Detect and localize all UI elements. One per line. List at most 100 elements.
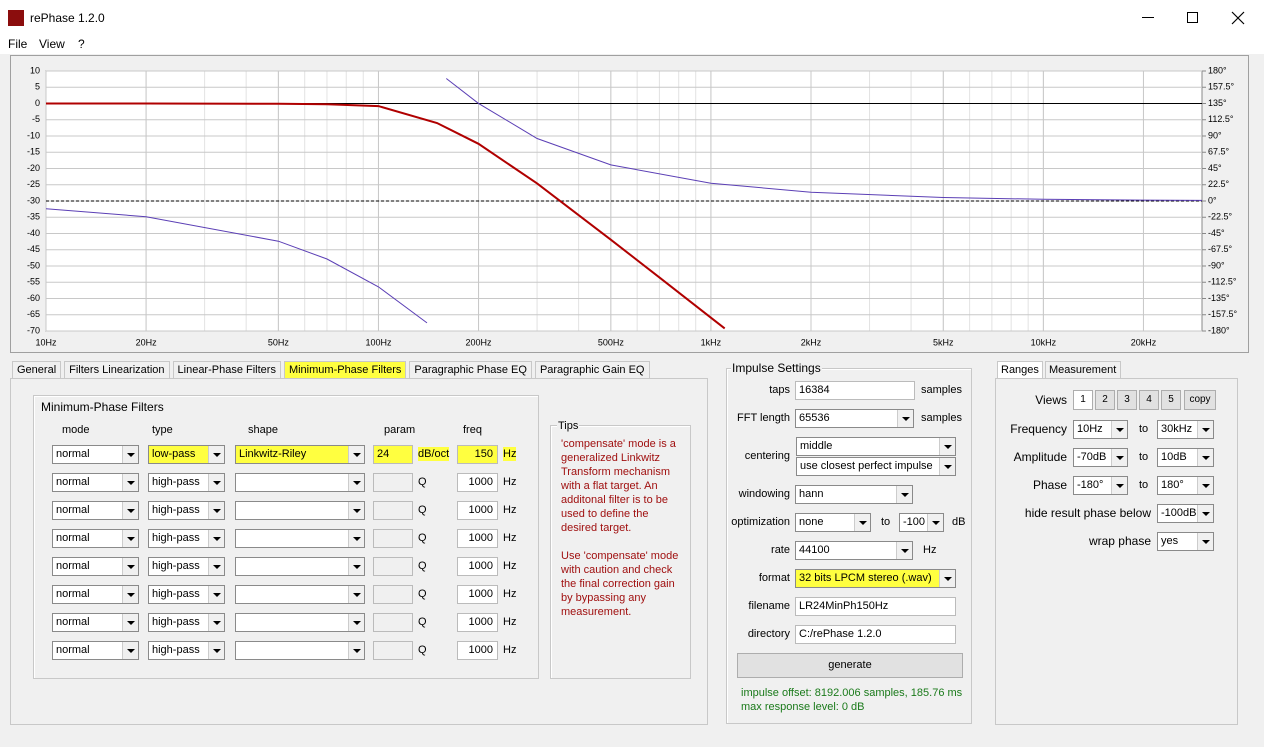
range-from[interactable]: -70dB xyxy=(1073,448,1128,467)
combo-arrow[interactable] xyxy=(122,446,138,463)
type-combo[interactable]: high-pass xyxy=(148,501,225,520)
centering-combo[interactable]: use closest perfect impulse xyxy=(796,457,956,476)
type-combo[interactable]: high-pass xyxy=(148,641,225,660)
freq-box[interactable]: 1000 xyxy=(457,529,498,548)
combo-arrow[interactable] xyxy=(1197,505,1213,522)
shape-combo[interactable] xyxy=(235,473,365,492)
tab[interactable]: Measurement xyxy=(1045,361,1121,379)
combo-arrow[interactable] xyxy=(122,558,138,575)
fft-combo[interactable]: 65536 xyxy=(795,409,914,428)
combo-arrow[interactable] xyxy=(348,446,364,463)
combo-arrow[interactable] xyxy=(1197,477,1213,494)
freq-box[interactable]: 1000 xyxy=(457,613,498,632)
menu-item[interactable]: View xyxy=(39,37,65,51)
combo-arrow[interactable] xyxy=(1197,533,1213,550)
shape-combo[interactable] xyxy=(235,585,365,604)
param-box[interactable] xyxy=(373,585,413,604)
combo-arrow[interactable] xyxy=(208,614,224,631)
combo-arrow[interactable] xyxy=(939,438,955,455)
rate-combo[interactable]: 44100 xyxy=(795,541,913,560)
mode-combo[interactable]: normal xyxy=(52,585,139,604)
maximize-button[interactable] xyxy=(1187,12,1198,23)
minimize-button[interactable] xyxy=(1142,17,1154,18)
tab[interactable]: General xyxy=(12,361,62,378)
generate-button[interactable]: generate xyxy=(737,653,963,678)
range-from[interactable]: -180° xyxy=(1073,476,1128,495)
menu-item[interactable]: File xyxy=(8,37,28,51)
shape-combo[interactable] xyxy=(235,613,365,632)
param-box[interactable] xyxy=(373,529,413,548)
shape-combo[interactable]: Linkwitz-Riley xyxy=(235,445,365,464)
limit-combo[interactable]: -100 xyxy=(899,513,944,532)
param-box[interactable] xyxy=(373,641,413,660)
view-button[interactable]: 2 xyxy=(1095,390,1115,410)
range-to[interactable]: 10dB xyxy=(1157,448,1214,467)
close-button[interactable] xyxy=(1230,10,1246,26)
combo-arrow[interactable] xyxy=(122,502,138,519)
freq-box[interactable]: 150 xyxy=(457,445,498,464)
view-button[interactable]: 3 xyxy=(1117,390,1137,410)
combo-arrow[interactable] xyxy=(208,530,224,547)
freq-box[interactable]: 1000 xyxy=(457,557,498,576)
param-box[interactable] xyxy=(373,557,413,576)
freq-box[interactable]: 1000 xyxy=(457,501,498,520)
freq-box[interactable]: 1000 xyxy=(457,641,498,660)
mode-combo[interactable]: normal xyxy=(52,529,139,548)
tab[interactable]: Linear-Phase Filters xyxy=(172,361,281,378)
view-button[interactable]: 1 xyxy=(1073,390,1093,410)
combo-arrow[interactable] xyxy=(348,474,364,491)
combo-arrow[interactable] xyxy=(348,558,364,575)
view-button[interactable]: 4 xyxy=(1139,390,1159,410)
combo-arrow[interactable] xyxy=(1111,477,1127,494)
tab[interactable]: Minimum-Phase Filters xyxy=(283,361,407,378)
combo-arrow[interactable] xyxy=(348,614,364,631)
range-from[interactable]: 10Hz xyxy=(1073,420,1128,439)
tab[interactable]: Paragraphic Gain EQ xyxy=(534,361,650,378)
type-combo[interactable]: low-pass xyxy=(148,445,225,464)
combo-arrow[interactable] xyxy=(122,530,138,547)
mode-combo[interactable]: normal xyxy=(52,557,139,576)
type-combo[interactable]: high-pass xyxy=(148,613,225,632)
view-button[interactable]: 5 xyxy=(1161,390,1181,410)
param-box[interactable] xyxy=(373,501,413,520)
combo-arrow[interactable] xyxy=(1111,421,1127,438)
menu-item[interactable]: ? xyxy=(78,37,85,51)
type-combo[interactable]: high-pass xyxy=(148,585,225,604)
shape-combo[interactable] xyxy=(235,641,365,660)
combo-arrow[interactable] xyxy=(208,446,224,463)
combo-arrow[interactable] xyxy=(854,514,870,531)
hide-combo[interactable]: -100dB xyxy=(1157,504,1214,523)
combo-arrow[interactable] xyxy=(927,514,943,531)
combo-arrow[interactable] xyxy=(208,474,224,491)
filename-box[interactable]: LR24MinPh150Hz xyxy=(795,597,956,616)
type-combo[interactable]: high-pass xyxy=(148,473,225,492)
combo-arrow[interactable] xyxy=(122,586,138,603)
param-box[interactable]: 24 xyxy=(373,445,413,464)
param-box[interactable] xyxy=(373,613,413,632)
mode-combo[interactable]: normal xyxy=(52,445,139,464)
combo-arrow[interactable] xyxy=(939,570,955,587)
combo-arrow[interactable] xyxy=(208,642,224,659)
mode-combo[interactable]: normal xyxy=(52,473,139,492)
combo-arrow[interactable] xyxy=(1197,449,1213,466)
format-combo[interactable]: 32 bits LPCM stereo (.wav) xyxy=(795,569,956,588)
shape-combo[interactable] xyxy=(235,557,365,576)
combo-arrow[interactable] xyxy=(122,614,138,631)
shape-combo[interactable] xyxy=(235,501,365,520)
view-button[interactable]: copy xyxy=(1184,390,1216,410)
combo-arrow[interactable] xyxy=(1197,421,1213,438)
tab[interactable]: Paragraphic Phase EQ xyxy=(409,361,532,378)
combo-arrow[interactable] xyxy=(348,586,364,603)
combo-arrow[interactable] xyxy=(208,558,224,575)
combo-arrow[interactable] xyxy=(896,486,912,503)
combo-arrow[interactable] xyxy=(122,642,138,659)
taps-box[interactable]: 16384 xyxy=(795,381,915,400)
centering-combo[interactable]: middle xyxy=(796,437,956,456)
mode-combo[interactable]: normal xyxy=(52,501,139,520)
directory-box[interactable]: C:/rePhase 1.2.0 xyxy=(795,625,956,644)
wrap-combo[interactable]: yes xyxy=(1157,532,1214,551)
optimization-combo[interactable]: none xyxy=(795,513,871,532)
freq-box[interactable]: 1000 xyxy=(457,585,498,604)
combo-arrow[interactable] xyxy=(896,542,912,559)
mode-combo[interactable]: normal xyxy=(52,641,139,660)
